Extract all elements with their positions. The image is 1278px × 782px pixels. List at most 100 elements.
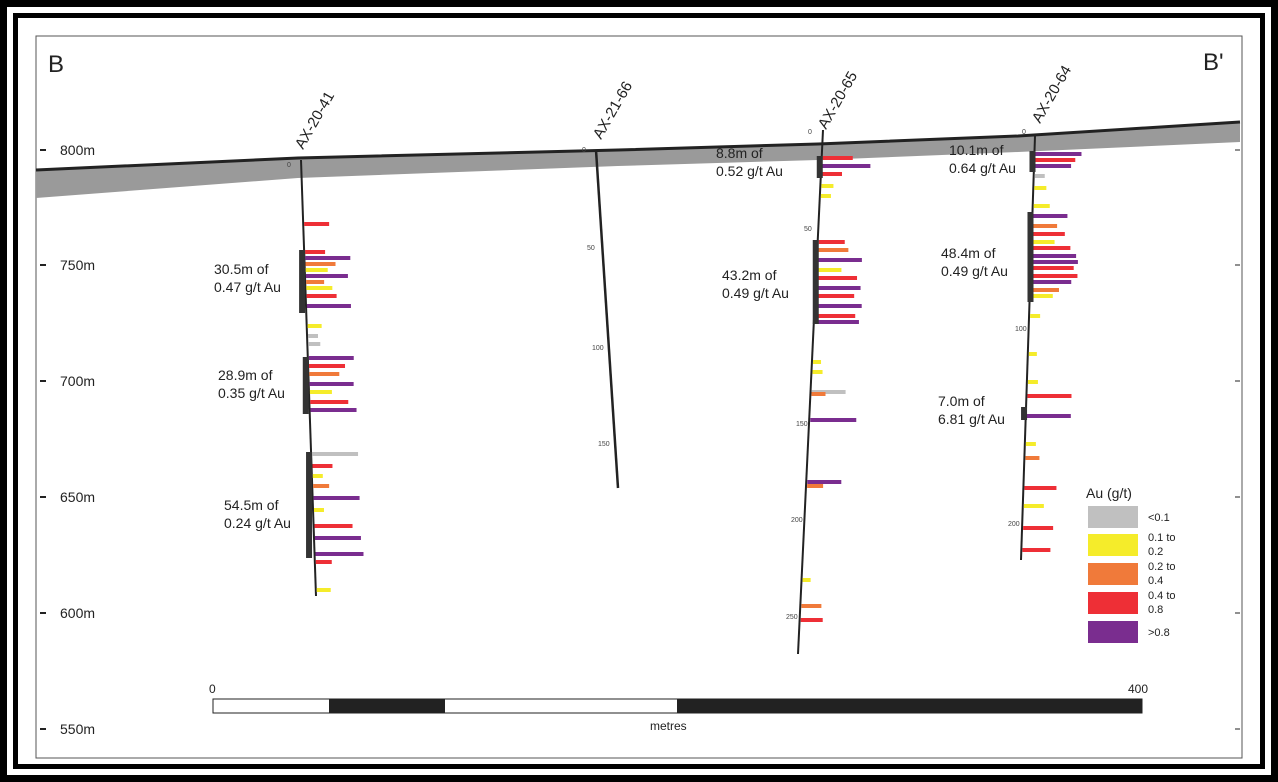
assay-bar <box>818 240 845 244</box>
assay-bar <box>1031 274 1078 278</box>
intercept-labels: 30.5m of 0.47 g/t Au 28.9m of 0.35 g/t A… <box>214 142 1016 531</box>
assay-bar <box>1028 352 1037 356</box>
assay-bar <box>807 480 842 484</box>
elevation-label: 600m <box>60 605 95 621</box>
intercept-label-line2: 0.47 g/t Au <box>214 279 281 295</box>
assay-bar <box>313 484 330 488</box>
assay-bar <box>811 390 846 394</box>
intercept-label-line1: 8.8m of <box>716 145 763 161</box>
intercept-interval <box>816 156 823 178</box>
assay-bar <box>817 276 858 280</box>
assay-bar <box>312 474 323 478</box>
assay-bar <box>1027 380 1038 384</box>
legend: Au (g/t) <0.1 0.1 to 0.2 0.2 to 0.4 0.4 … <box>1086 485 1176 643</box>
intercept-label-line1: 54.5m of <box>224 497 279 513</box>
legend-label: 0.8 <box>1148 604 1163 616</box>
assay-bar <box>309 390 332 394</box>
assay-bar <box>1031 280 1072 284</box>
legend-swatch <box>1088 506 1138 528</box>
depth-label: 150 <box>796 421 808 428</box>
assay-bar <box>312 452 359 456</box>
legend-label: 0.2 <box>1148 546 1163 558</box>
intercept-label-line1: 28.9m of <box>218 367 273 383</box>
assay-bar <box>309 372 340 376</box>
assay-bar <box>815 304 862 308</box>
depth-label: 200 <box>791 517 803 524</box>
assay-bar <box>1030 288 1059 292</box>
assay-bar <box>313 496 360 500</box>
overburden-layer <box>36 122 1240 198</box>
legend-swatch <box>1088 621 1138 643</box>
intercept-label-line2: 0.49 g/t Au <box>941 263 1008 279</box>
intercept-label-line2: 0.52 g/t Au <box>716 163 783 179</box>
assay-bar <box>810 418 857 422</box>
assay-bar <box>305 274 348 278</box>
intercept-interval <box>1029 151 1036 172</box>
assay-bar <box>1025 442 1036 446</box>
intercept-interval <box>812 240 819 324</box>
assay-bar <box>309 382 354 386</box>
assay-bar <box>304 222 330 226</box>
assay-bar <box>1027 394 1072 398</box>
elevation-label: 550m <box>60 721 95 737</box>
assay-bar <box>1031 260 1078 264</box>
section-end-label: B' <box>1203 49 1224 76</box>
assay-bar <box>315 552 364 556</box>
assay-bar <box>821 172 842 176</box>
assay-bar <box>1032 240 1055 244</box>
assay-bar <box>1035 152 1082 156</box>
assay-bar <box>307 334 318 338</box>
assay-bar <box>310 400 349 404</box>
assay-bar <box>818 248 849 252</box>
assay-bar <box>1022 548 1051 552</box>
assay-bar <box>811 392 826 396</box>
intercept-label-line1: 30.5m of <box>214 261 269 277</box>
assay-bar <box>1033 224 1058 228</box>
assay-bar <box>310 408 357 412</box>
assay-bar <box>815 314 856 318</box>
depth-label: 50 <box>587 245 595 252</box>
assay-bar <box>305 250 326 254</box>
legend-label: >0.8 <box>1148 627 1170 639</box>
intercept-label-line2: 0.49 g/t Au <box>722 285 789 301</box>
assay-bar <box>306 294 337 298</box>
assay-bar <box>308 356 354 360</box>
assay-bar <box>312 464 333 468</box>
section-start-label: B <box>48 51 64 78</box>
scale-bar-segment <box>329 699 445 713</box>
assay-bar <box>315 560 332 564</box>
assay-bar <box>1033 204 1050 208</box>
depth-label: 150 <box>598 441 610 448</box>
scale-end-label: 400 <box>1128 682 1148 696</box>
legend-swatch <box>1088 534 1138 556</box>
drill-trace-ax-21-66 <box>594 149 620 489</box>
scale-bar: 0 400 metres <box>209 682 1148 733</box>
assay-bar <box>800 618 823 622</box>
legend-label: 0.4 to <box>1148 590 1176 602</box>
assay-bar <box>1023 526 1054 530</box>
depth-label: 0 <box>582 147 586 154</box>
assay-bar <box>1033 214 1068 218</box>
assay-bar <box>822 164 871 168</box>
depth-label: 100 <box>1015 326 1027 333</box>
drill-trace-ax-20-65 <box>797 129 824 655</box>
intercept-label-line2: 0.24 g/t Au <box>224 515 291 531</box>
assay-bar <box>313 508 324 512</box>
depth-label: 250 <box>786 614 798 621</box>
assay-bar <box>305 268 328 272</box>
assay-bar <box>307 324 322 328</box>
scale-start-label: 0 <box>209 682 216 696</box>
section-canvas: B B' 800m 750m 700m 650m 600m 550m AX-20… <box>18 18 1260 764</box>
assay-bar <box>1024 486 1057 490</box>
depth-label: 0 <box>1022 129 1026 136</box>
assay-bar <box>1032 254 1077 258</box>
legend-label: 0.4 <box>1148 575 1163 587</box>
depth-label: 0 <box>287 162 291 169</box>
intercept-label-line1: 7.0m of <box>938 393 985 409</box>
depth-label: 50 <box>804 226 812 233</box>
assay-bar <box>820 194 831 198</box>
intercept-label-line1: 43.2m of <box>722 267 777 283</box>
drill-trace-ax-20-64 <box>1020 135 1036 561</box>
assay-bar <box>306 280 325 284</box>
assay-bar <box>802 578 811 582</box>
